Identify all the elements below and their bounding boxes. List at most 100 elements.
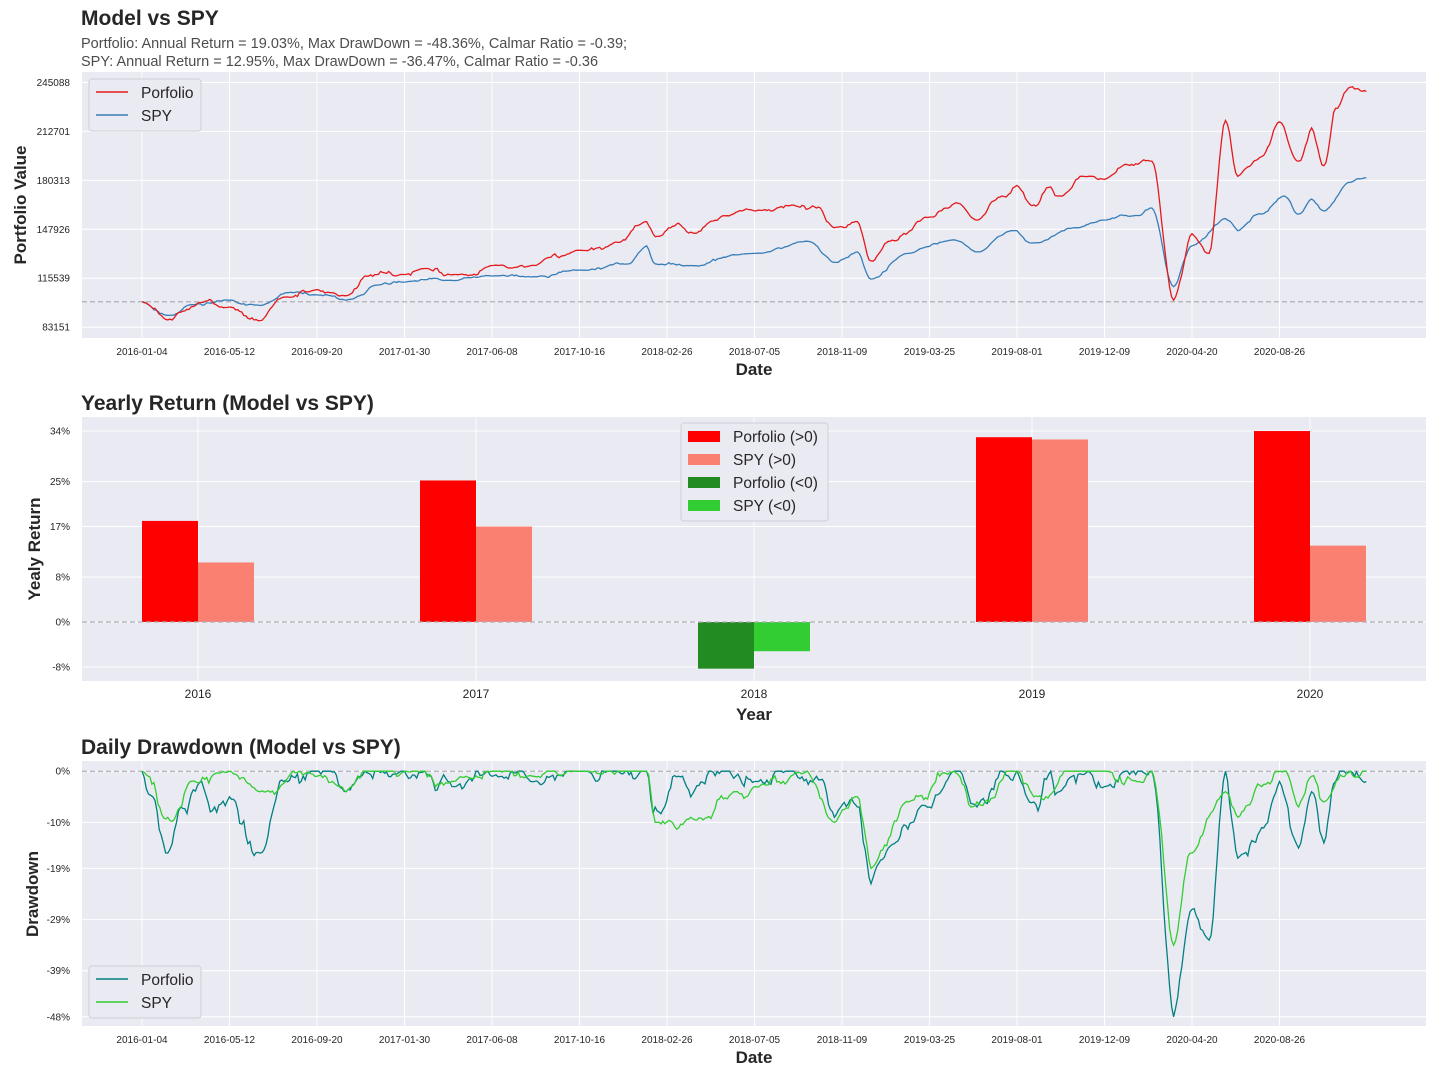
portfolio-value-xtick-label: 2018-07-05 [729, 347, 781, 358]
legend-label-spy: SPY [141, 995, 172, 1012]
portfolio-value-ytick-label: 245088 [37, 78, 71, 89]
legend-swatch-spy-pos [688, 454, 720, 465]
portfolio-value-ytick-label: 147926 [37, 225, 71, 236]
yearly-return-bars [142, 431, 1366, 669]
legend-label-portfolio: Porfolio [141, 85, 194, 102]
figure-subtitle-portfolio: Portfolio: Annual Return = 19.03%, Max D… [81, 36, 627, 52]
legend-swatch-spy-neg [688, 500, 720, 511]
portfolio-value-ylabel: Portfolio Value [11, 145, 30, 264]
drawdown-lines [141, 769, 1367, 1017]
drawdown-ytick-label: -10% [47, 818, 70, 829]
spy-bar-2018 [754, 622, 810, 652]
legend-label-spy-pos: SPY (>0) [733, 452, 796, 469]
portfolio-value-lines [141, 85, 1367, 322]
drawdown-xtick-label: 2017-06-08 [466, 1035, 518, 1046]
portfolio-bar-2019 [976, 437, 1032, 623]
drawdown-legend: Porfolio SPY [88, 965, 202, 1019]
drawdown-xtick-label: 2017-01-30 [379, 1035, 431, 1046]
yearly-return-ytick-label: 34% [50, 427, 70, 438]
spy-bar-2016 [198, 562, 254, 623]
portfolio-value-xtick-label: 2016-05-12 [204, 347, 256, 358]
yearly-return-xtick-label: 2019 [1019, 687, 1046, 701]
yearly-return-title: Yearly Return (Model vs SPY) [81, 392, 374, 415]
drawdown-xtick-label: 2016-05-12 [204, 1035, 256, 1046]
drawdown-xtick-label: 2020-04-20 [1166, 1035, 1218, 1046]
drawdown-xtick-label: 2019-12-09 [1079, 1035, 1131, 1046]
yearly-return-ticks: -8% 0% 8% 17% 25% 34% 2016 2017 2018 2019 2020 [50, 427, 1324, 701]
portfolio-value-line [141, 85, 1367, 322]
drawdown-xtick-label: 2016-01-04 [116, 1035, 168, 1046]
yearly-return-xtick-label: 2017 [463, 687, 490, 701]
drawdown-title: Daily Drawdown (Model vs SPY) [81, 736, 401, 759]
legend-label-portfolio-neg: Porfolio (<0) [733, 475, 818, 492]
portfolio-value-ticks: 83151 115539 147926 180313 212701 245088 2016-… [37, 78, 1306, 358]
figure-subtitle-spy: SPY: Annual Return = 12.95%, Max DrawDow… [81, 54, 598, 70]
legend-label-spy-neg: SPY (<0) [733, 498, 796, 515]
legend-label-spy: SPY [141, 108, 172, 125]
drawdown-xtick-label: 2018-07-05 [729, 1035, 781, 1046]
portfolio-value-xtick-label: 2020-04-20 [1166, 347, 1218, 358]
legend-swatch-portfolio-pos [688, 431, 720, 442]
portfolio-value-xtick-label: 2018-11-09 [817, 347, 868, 358]
drawdown-xlabel: Date [736, 1048, 773, 1067]
portfolio-bar-2016 [142, 520, 198, 623]
portfolio-value-xtick-label: 2017-10-16 [554, 347, 606, 358]
portfolio-bar-2017 [420, 480, 476, 623]
portfolio-value-chart: 83151 115539 147926 180313 212701 245088 2016-… [11, 72, 1426, 379]
yearly-return-ytick-label: 25% [50, 477, 70, 488]
portfolio-value-ytick-label: 212701 [37, 127, 71, 138]
portfolio-value-ytick-label: 83151 [42, 323, 70, 334]
legend-label-portfolio: Porfolio [141, 972, 194, 989]
drawdown-ylabel: Drawdown [23, 851, 42, 937]
portfolio-value-xtick-label: 2019-03-25 [904, 347, 956, 358]
drawdown-ytick-label: 0% [56, 767, 71, 778]
portfolio-value-xtick-label: 2019-12-09 [1079, 347, 1131, 358]
drawdown-xtick-label: 2019-03-25 [904, 1035, 956, 1046]
yearly-return-ytick-label: -8% [52, 662, 70, 673]
yearly-return-chart: -8% 0% 8% 17% 25% 34% 2016 2017 2018 2019 2020 Yea… [25, 417, 1426, 724]
portfolio-value-xtick-label: 2016-01-04 [116, 347, 168, 358]
yearly-return-xtick-label: 2020 [1297, 687, 1324, 701]
yearly-return-xlabel: Year [736, 705, 772, 724]
portfolio-value-xtick-label: 2018-02-26 [641, 347, 693, 358]
spy-bar-2017 [476, 526, 532, 623]
spy-bar-2019 [1032, 439, 1088, 623]
yearly-return-xtick-label: 2016 [185, 687, 212, 701]
spy-drawdown-line [141, 770, 1367, 947]
portfolio-value-xtick-label: 2019-08-01 [991, 347, 1043, 358]
drawdown-ytick-label: -48% [47, 1012, 70, 1023]
figure-title: Model vs SPY [81, 7, 219, 30]
yearly-return-ylabel: Yealy Return [25, 498, 44, 601]
legend-label-portfolio-pos: Porfolio (>0) [733, 429, 818, 446]
yearly-return-xtick-label: 2018 [741, 687, 768, 701]
portfolio-bar-2018 [698, 622, 754, 669]
drawdown-xtick-label: 2018-02-26 [641, 1035, 693, 1046]
spy-bar-2020 [1310, 545, 1366, 623]
drawdown-xtick-label: 2017-10-16 [554, 1035, 606, 1046]
spy-value-line [141, 177, 1367, 317]
yearly-return-legend: Porfolio (>0) SPY (>0) Porfolio (<0) SPY… [680, 422, 829, 522]
drawdown-ytick-label: -39% [47, 966, 70, 977]
drawdown-xtick-label: 2020-08-26 [1254, 1035, 1306, 1046]
drawdown-ytick-label: -29% [47, 915, 70, 926]
drawdown-xtick-label: 2019-08-01 [991, 1035, 1043, 1046]
drawdown-xtick-label: 2018-11-09 [817, 1035, 868, 1046]
drawdown-chart: -48% -39% -29% -19% -10% 0% 2016-01-04 2016-05-… [23, 761, 1426, 1067]
portfolio-value-legend: Porfolio SPY [88, 78, 202, 132]
portfolio-value-xtick-label: 2017-01-30 [379, 347, 431, 358]
portfolio-value-ytick-label: 180313 [37, 176, 71, 187]
portfolio-value-xlabel: Date [736, 360, 773, 379]
drawdown-ytick-label: -19% [47, 864, 70, 875]
legend-box [680, 422, 829, 522]
yearly-return-ytick-label: 17% [50, 522, 70, 533]
drawdown-ticks: -48% -39% -29% -19% -10% 0% 2016-01-04 2016-05-… [47, 767, 1306, 1046]
drawdown-xtick-label: 2016-09-20 [291, 1035, 343, 1046]
portfolio-value-xtick-label: 2016-09-20 [291, 347, 343, 358]
portfolio-value-grid [82, 72, 1426, 338]
portfolio-value-xtick-label: 2020-08-26 [1254, 347, 1306, 358]
legend-swatch-portfolio-neg [688, 477, 720, 488]
portfolio-value-ytick-label: 115539 [37, 274, 70, 285]
yearly-return-ytick-label: 0% [56, 618, 71, 629]
portfolio-value-xtick-label: 2017-06-08 [466, 347, 518, 358]
